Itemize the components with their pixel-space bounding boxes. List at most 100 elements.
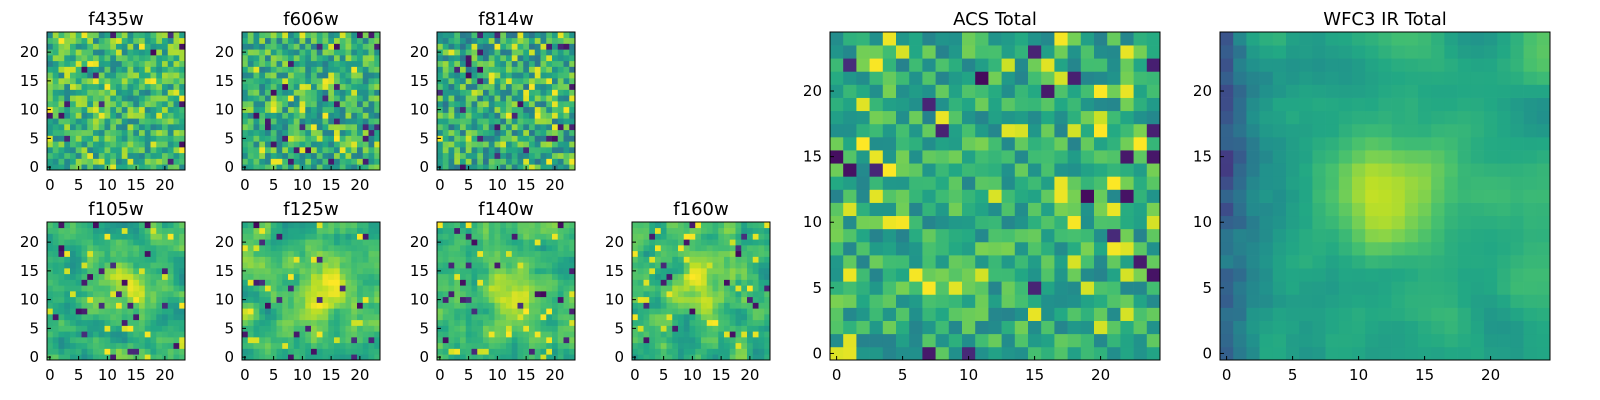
heatmap-cell (47, 233, 54, 240)
heatmap-cell (173, 331, 180, 338)
heatmap-cell (156, 32, 163, 39)
heatmap-cell (735, 245, 742, 252)
heatmap-cell (882, 71, 897, 85)
heatmap-cell (328, 49, 335, 56)
heatmap-cell (179, 256, 186, 263)
heatmap-cell (311, 354, 318, 361)
heatmap-cell (368, 245, 375, 252)
heatmap-cell (98, 49, 105, 56)
heatmap-cell (339, 308, 346, 315)
heatmap-cell (116, 296, 123, 303)
heatmap-cell (368, 348, 375, 355)
heatmap-cell (179, 135, 186, 142)
heatmap-cell (345, 78, 352, 85)
heatmap-cell (882, 268, 897, 282)
heatmap-cell (58, 319, 65, 326)
heatmap-cell (534, 95, 541, 102)
heatmap-cell (448, 291, 455, 298)
heatmap-cell (724, 239, 731, 246)
heatmap-cell (139, 250, 146, 257)
heatmap-cell (293, 129, 300, 136)
heatmap-cell (747, 319, 754, 326)
heatmap-cell (569, 112, 576, 119)
heatmap-cell (729, 319, 736, 326)
heatmap-cell (116, 342, 123, 349)
heatmap-cell (1028, 294, 1042, 308)
heatmap-cell (162, 285, 169, 292)
heatmap-cell (442, 337, 449, 344)
heatmap-cell (500, 129, 507, 136)
heatmap-cell (764, 291, 771, 298)
heatmap-cell (511, 256, 518, 263)
heatmap-cell (672, 233, 679, 240)
heatmap-cell (259, 83, 266, 90)
heatmap-cell (265, 348, 272, 355)
heatmap-cell (843, 333, 857, 348)
heatmap-cell (706, 296, 713, 303)
heatmap-cell (909, 110, 923, 125)
heatmap-cell (500, 66, 507, 73)
heatmap-cell (121, 101, 128, 108)
heatmap-cell (948, 163, 963, 177)
heatmap-cell (511, 291, 518, 298)
heatmap-cell (506, 268, 513, 275)
heatmap-cell (689, 296, 696, 303)
heatmap-cell (454, 83, 461, 90)
heatmap-cell (64, 78, 71, 85)
heatmap-cell (706, 262, 713, 269)
heatmap-cell (70, 337, 77, 344)
heatmap-cell (1107, 58, 1121, 72)
heatmap-cell (695, 342, 702, 349)
heatmap-cell (1352, 346, 1366, 361)
heatmap-cell (64, 296, 71, 303)
heatmap-cell (534, 256, 541, 263)
heatmap-cell (896, 241, 910, 256)
heatmap-cell (52, 279, 59, 286)
heatmap-cell (649, 354, 656, 361)
heatmap-cell (701, 319, 708, 326)
heatmap-cell (506, 158, 513, 165)
heatmap-cell (975, 333, 989, 348)
heatmap-cell (1325, 281, 1340, 295)
heatmap-cell (374, 302, 381, 309)
heatmap-cell (282, 72, 289, 79)
heatmap-cell (110, 227, 117, 234)
heatmap-cell (351, 342, 358, 349)
heatmap-cell (1028, 45, 1042, 59)
heatmap-cell (517, 164, 524, 171)
heatmap-cell (1001, 202, 1016, 217)
heatmap-cell (98, 83, 105, 90)
heatmap-cell (869, 228, 884, 243)
heatmap-cell (569, 89, 576, 96)
heatmap-cell (922, 320, 936, 335)
heatmap-cell (758, 250, 765, 257)
heatmap-cell (922, 110, 936, 125)
heatmap-cell (374, 325, 381, 332)
heatmap-cell (162, 308, 169, 315)
heatmap-cell (167, 325, 174, 332)
heatmap-cell (529, 250, 536, 257)
heatmap-cell (322, 302, 329, 309)
heatmap-cell (460, 285, 467, 292)
heatmap-cell (546, 32, 553, 39)
heatmap-cell (494, 302, 501, 309)
heatmap-cell (345, 222, 352, 229)
heatmap-cell (637, 296, 644, 303)
heatmap-cell (81, 158, 88, 165)
heatmap-cell (483, 60, 490, 67)
heatmap-cell (975, 45, 989, 59)
heatmap-cell (830, 45, 844, 59)
heatmap-cell (488, 342, 495, 349)
heatmap-cell (1146, 189, 1161, 203)
heatmap-cell (299, 273, 306, 280)
heatmap-cell (127, 342, 134, 349)
heatmap-cell (471, 89, 478, 96)
heatmap-cell (488, 314, 495, 321)
heatmap-cell (162, 135, 169, 142)
heatmap-cell (305, 233, 312, 240)
heatmap-cell (47, 83, 54, 90)
heatmap-cell (104, 279, 111, 286)
heatmap-cell (116, 55, 123, 62)
heatmap-cell (660, 291, 667, 298)
heatmap-cell (139, 83, 146, 90)
